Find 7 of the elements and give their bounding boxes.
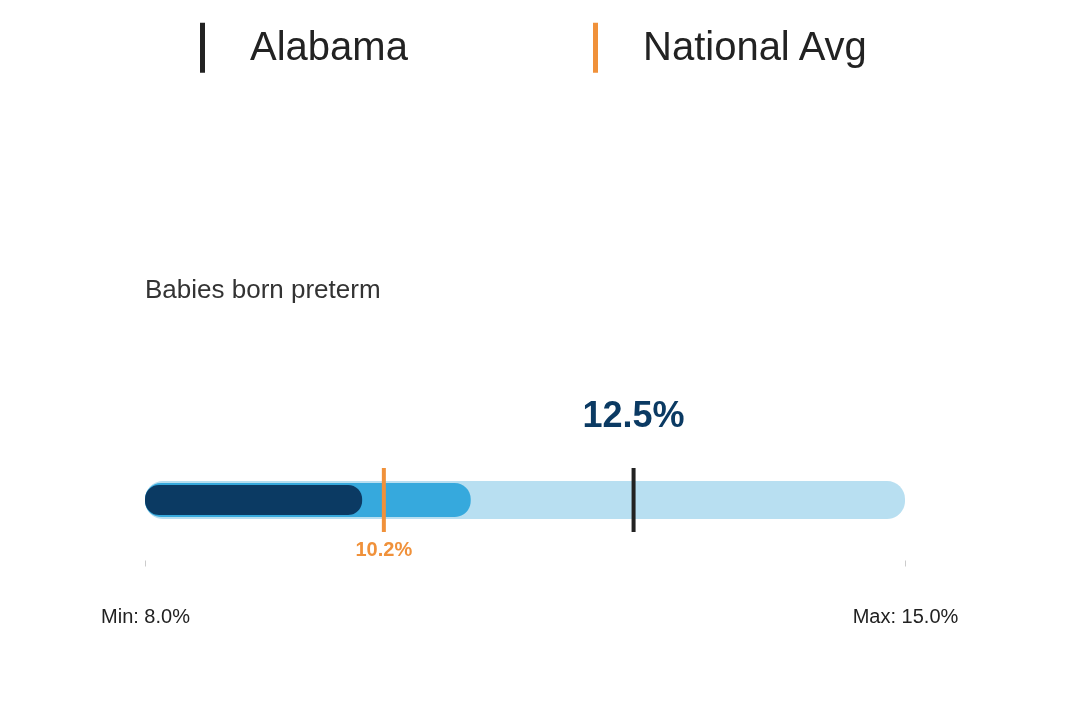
text: National Avg [643, 23, 867, 68]
text: Alabama [250, 23, 409, 68]
ref-line-label: 12.5% [582, 394, 685, 435]
x-tick-label: Min: 8.0% [101, 604, 191, 627]
x-tick-label: Max: 15.0% [852, 604, 959, 627]
chart-title: Babies born preterm [145, 274, 381, 304]
ref-line-label: 10.2% [355, 538, 413, 560]
